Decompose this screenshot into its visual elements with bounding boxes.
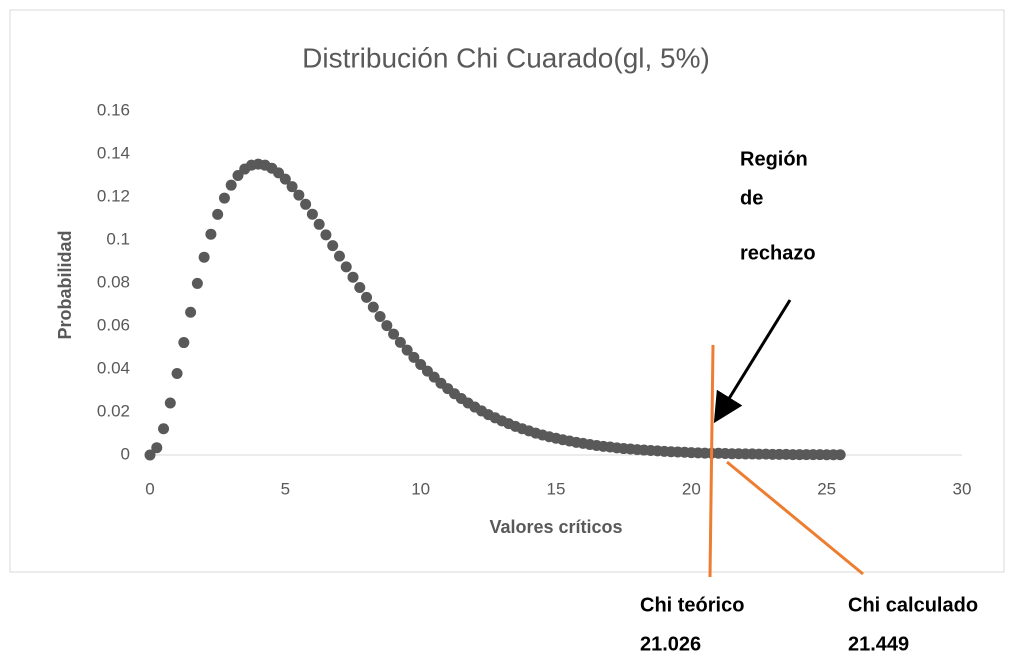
x-tick-label: 15 [547,479,566,498]
y-tick-label: 0.08 [97,272,130,291]
point [361,291,373,303]
point [198,251,210,263]
point [327,240,339,252]
y-tick-label: 0.16 [97,100,130,119]
point [185,306,197,318]
x-tick-label: 30 [953,479,972,498]
point [320,229,332,241]
point [381,320,393,332]
point [178,337,190,349]
y-tick-label: 0.06 [97,315,130,334]
point [354,282,366,294]
point [401,344,413,356]
y-tick-label: 0.14 [97,143,130,162]
point [293,189,305,201]
point [408,351,420,363]
y-tick-label: 0.1 [106,229,130,248]
point [333,250,345,262]
point [151,442,163,454]
point [191,277,203,289]
point [225,179,237,191]
point [367,301,379,313]
point [374,311,386,323]
point [164,397,176,409]
annotation: Región [740,148,808,170]
point [212,208,224,220]
annotation: rechazo [740,242,816,264]
point [300,198,312,210]
point [388,328,400,340]
plot [144,158,846,461]
arrow [713,299,792,424]
critical-value: 21.026 [640,633,701,655]
x-axis-title: Valores críticos [489,517,622,537]
point [306,208,318,220]
critical-label: Chi calculado [848,594,978,616]
critical-label: Chi teórico [640,594,744,616]
x-tick-label: 25 [817,479,836,498]
y-tick-label: 0 [121,444,130,463]
point [144,449,156,461]
x-tick-label: 10 [411,479,430,498]
point [394,336,406,348]
critical-line [726,460,864,576]
point [347,271,359,283]
point [834,449,846,461]
x-tick-label: 0 [145,479,154,498]
point [218,192,230,204]
critical-line [708,344,715,578]
critical-value: 21.449 [848,633,909,655]
x-tick-label: 5 [281,479,290,498]
y-tick-label: 0.04 [97,358,130,377]
x-tick-label: 20 [682,479,701,498]
point [415,358,427,370]
point [158,423,170,435]
y-tick-label: 0.02 [97,401,130,420]
point [313,218,325,230]
point [205,228,217,240]
chart-border [9,9,1005,573]
point [340,261,352,273]
y-tick-label: 0.12 [97,186,130,205]
point [279,173,291,185]
chart-title: Distribución Chi Cuarado(gl, 5%) [302,42,710,73]
y-axis-title: Probabilidad [55,230,75,339]
annotation: de [740,187,763,209]
point [171,368,183,380]
point [286,181,298,193]
